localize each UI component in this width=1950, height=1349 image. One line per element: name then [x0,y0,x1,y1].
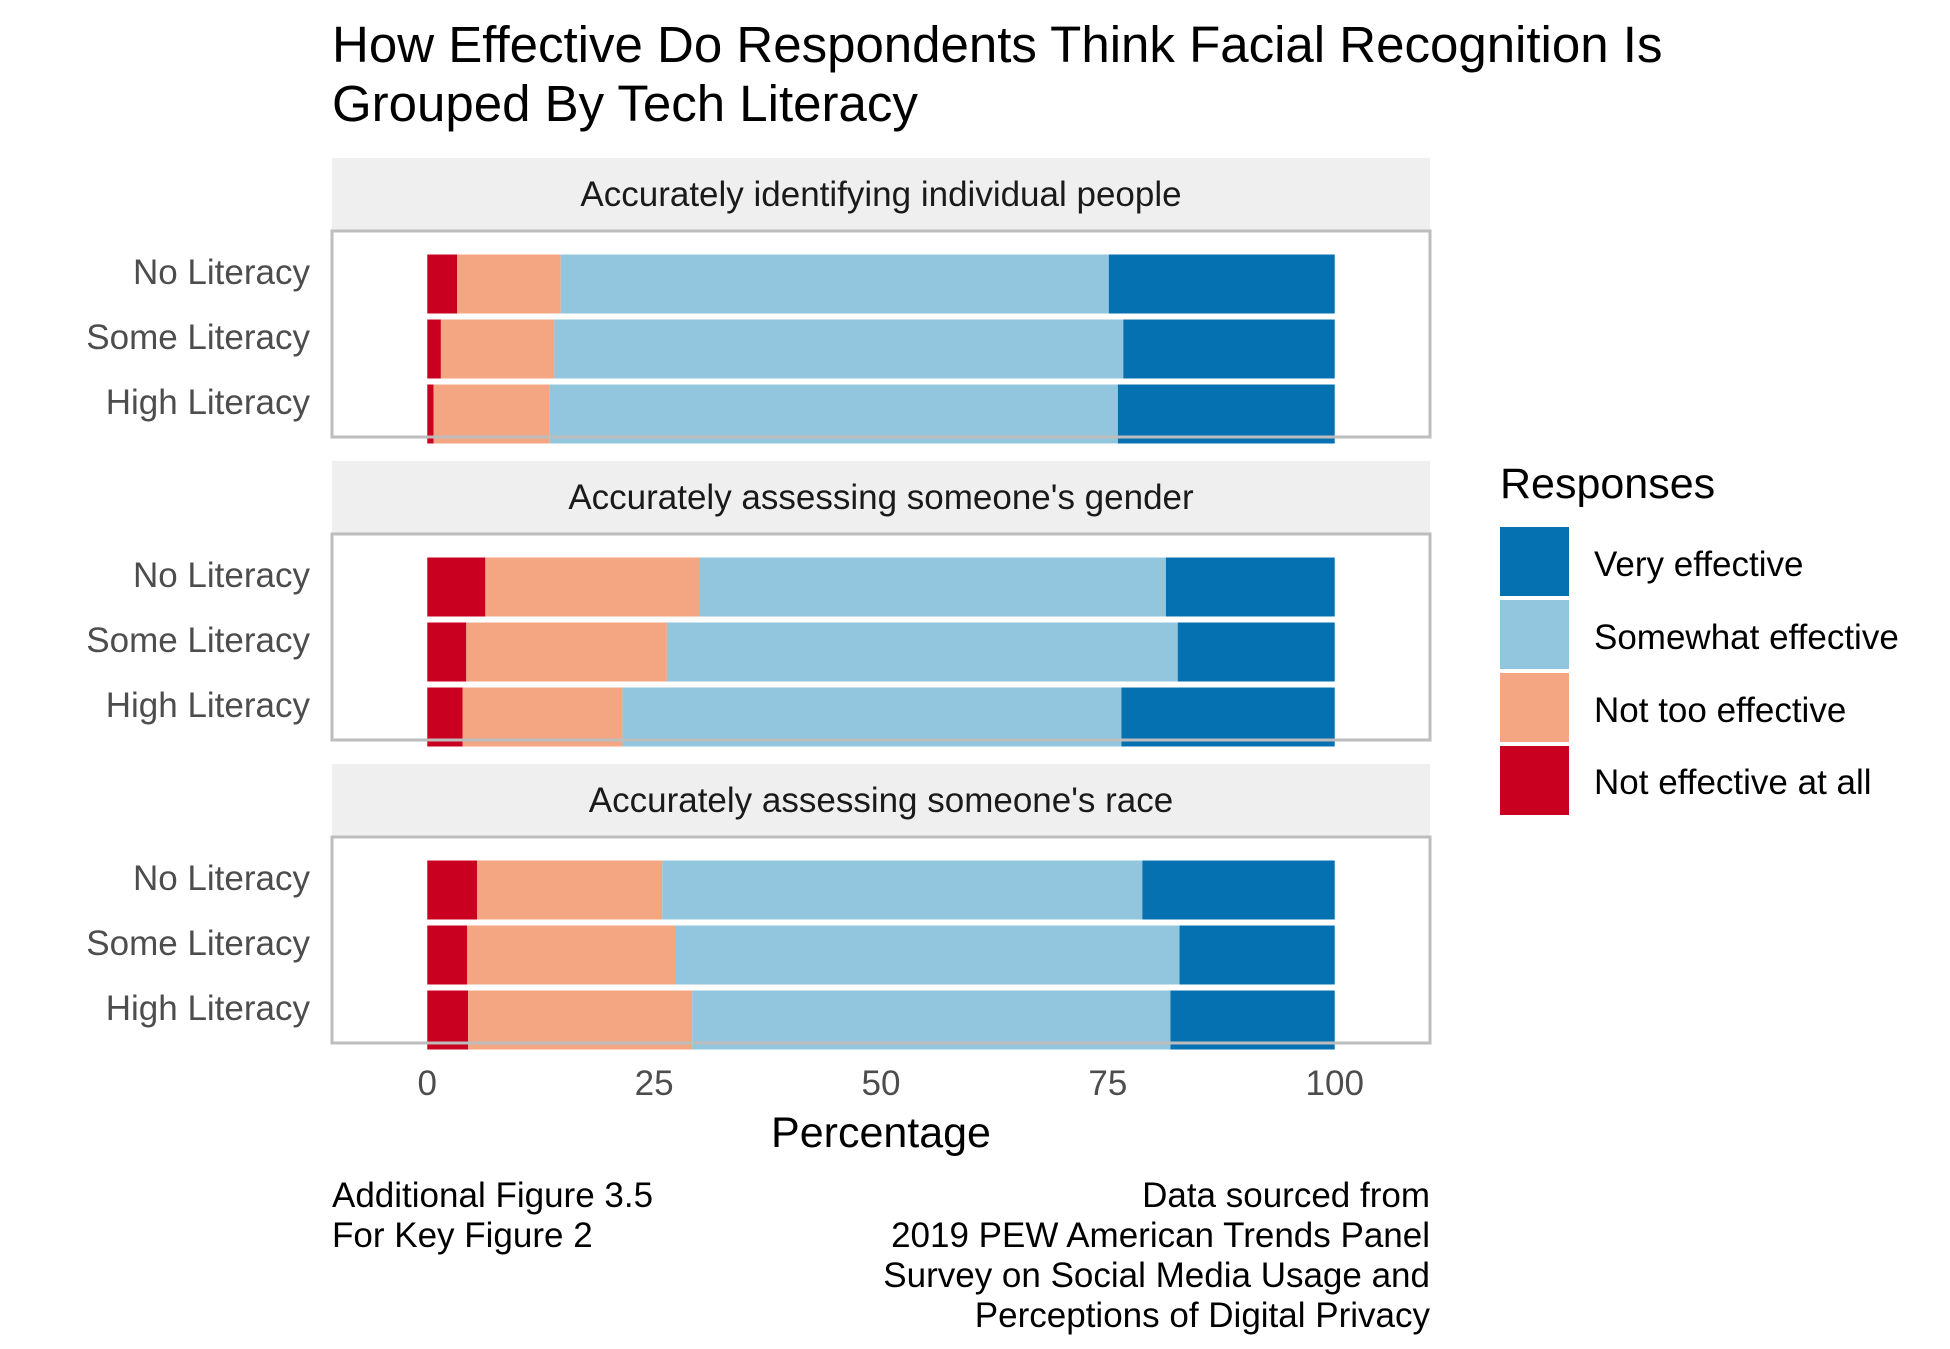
bar-segment-somewhat-effective [549,384,1118,444]
panel-3-bars [427,860,1335,1050]
bar-segment-somewhat-effective [666,622,1178,682]
bar-segment-not-effective-at-all [427,557,486,617]
chart-title-line-1: How Effective Do Respondents Think Facia… [332,16,1662,73]
bar-segment-not-effective-at-all [427,990,469,1050]
x-tick-label: 75 [1088,1064,1127,1103]
legend-swatch-not-too-effective [1500,673,1569,742]
facet-strip-2-bg [332,461,1430,534]
category-label: Some Literacy [86,318,310,357]
x-axis: 0 25 50 75 100 [418,1064,1364,1103]
bar-segment-somewhat-effective [554,319,1124,379]
category-label: High Literacy [106,686,311,725]
bar-segment-not-effective-at-all [427,254,458,314]
legend-label: Not effective at all [1594,763,1872,802]
caption-left-line-1: Additional Figure 3.5 [332,1176,653,1215]
chart-title-line-2: Grouped By Tech Literacy [332,75,918,132]
bar-segment-not-too-effective [477,860,663,920]
caption-right-line-3: Survey on Social Media Usage and [883,1256,1430,1295]
panel-2-border [330,532,1432,742]
bar-segment-not-too-effective [457,254,561,314]
legend-label: Not too effective [1594,691,1846,730]
bar-segment-not-effective-at-all [427,860,478,920]
legend-item-not-too-effective: Not too effective [1500,673,1846,742]
bar-segment-not-too-effective [440,319,555,379]
legend-swatch-somewhat-effective [1500,600,1569,669]
panel-1-bars [427,254,1335,444]
panel-1-border [330,229,1432,439]
bar-segment-somewhat-effective [699,557,1166,617]
bar-segment-very-effective [1170,990,1335,1050]
legend-label: Very effective [1594,545,1803,584]
category-label: No Literacy [133,859,311,898]
bar-segment-somewhat-effective [622,687,1122,747]
legend-swatch-very-effective [1500,527,1569,596]
caption-right: Data sourced from 2019 PEW American Tren… [883,1176,1430,1335]
category-label: Some Literacy [86,621,310,660]
caption-left: Additional Figure 3.5 For Key Figure 2 [332,1176,653,1255]
bar-segment-not-too-effective [433,384,550,444]
bar-segment-not-too-effective [462,687,623,747]
bar-segment-very-effective [1117,384,1335,444]
legend-swatch-not-effective-at-all [1500,746,1569,815]
x-tick-label: 25 [635,1064,674,1103]
panel-2: Accurately assessing someone's gender No… [86,461,1432,747]
x-tick-label: 100 [1306,1064,1364,1103]
category-label: High Literacy [106,383,311,422]
legend: Responses Very effective Somewhat effect… [1500,460,1899,815]
panel-3: Accurately assessing someone's race No L… [86,764,1432,1050]
category-label: High Literacy [106,989,311,1028]
caption-right-line-2: 2019 PEW American Trends Panel [891,1216,1430,1255]
facet-strip-3-bg [332,764,1430,837]
category-label: No Literacy [133,253,311,292]
category-label: No Literacy [133,556,311,595]
bar-segment-very-effective [1179,925,1335,985]
caption-right-line-4: Perceptions of Digital Privacy [975,1296,1431,1335]
x-tick-label: 50 [862,1064,901,1103]
legend-item-not-effective-at-all: Not effective at all [1500,746,1872,815]
bar-segment-somewhat-effective [692,990,1171,1050]
bar-segment-very-effective [1165,557,1335,617]
bar-segment-not-effective-at-all [427,687,463,747]
bar-segment-not-too-effective [468,990,693,1050]
bar-segment-very-effective [1142,860,1335,920]
bar-segment-somewhat-effective [675,925,1180,985]
bar-segment-not-too-effective [485,557,700,617]
bar-segment-not-effective-at-all [427,384,434,444]
facet-strip-1-label: Accurately identifying individual people [580,175,1181,214]
x-axis-title: Percentage [771,1109,991,1157]
caption-right-line-1: Data sourced from [1142,1176,1430,1215]
legend-label: Somewhat effective [1594,618,1899,657]
bar-segment-not-effective-at-all [427,925,468,985]
bar-segment-somewhat-effective [662,860,1143,920]
category-label: Some Literacy [86,924,310,963]
facet-strip-2-label: Accurately assessing someone's gender [568,478,1194,517]
bar-segment-not-too-effective [467,925,676,985]
bar-segment-very-effective [1123,319,1335,379]
chart-title: How Effective Do Respondents Think Facia… [332,16,1662,132]
facet-strip-1-bg [332,158,1430,231]
bar-segment-not-too-effective [466,622,667,682]
bar-segment-not-effective-at-all [427,622,467,682]
panel-1: Accurately identifying individual people… [86,158,1432,444]
panel-3-border [330,835,1432,1045]
bar-segment-somewhat-effective [560,254,1109,314]
caption-left-line-2: For Key Figure 2 [332,1216,593,1255]
legend-item-somewhat-effective: Somewhat effective [1500,600,1899,669]
panel-2-bars [427,557,1335,747]
x-tick-label: 0 [418,1064,437,1103]
bar-segment-very-effective [1108,254,1335,314]
legend-item-very-effective: Very effective [1500,527,1803,596]
bar-segment-very-effective [1177,622,1335,682]
bar-segment-not-effective-at-all [427,319,441,379]
legend-title: Responses [1500,460,1715,508]
facet-strip-3-label: Accurately assessing someone's race [589,781,1173,820]
bar-segment-very-effective [1121,687,1335,747]
